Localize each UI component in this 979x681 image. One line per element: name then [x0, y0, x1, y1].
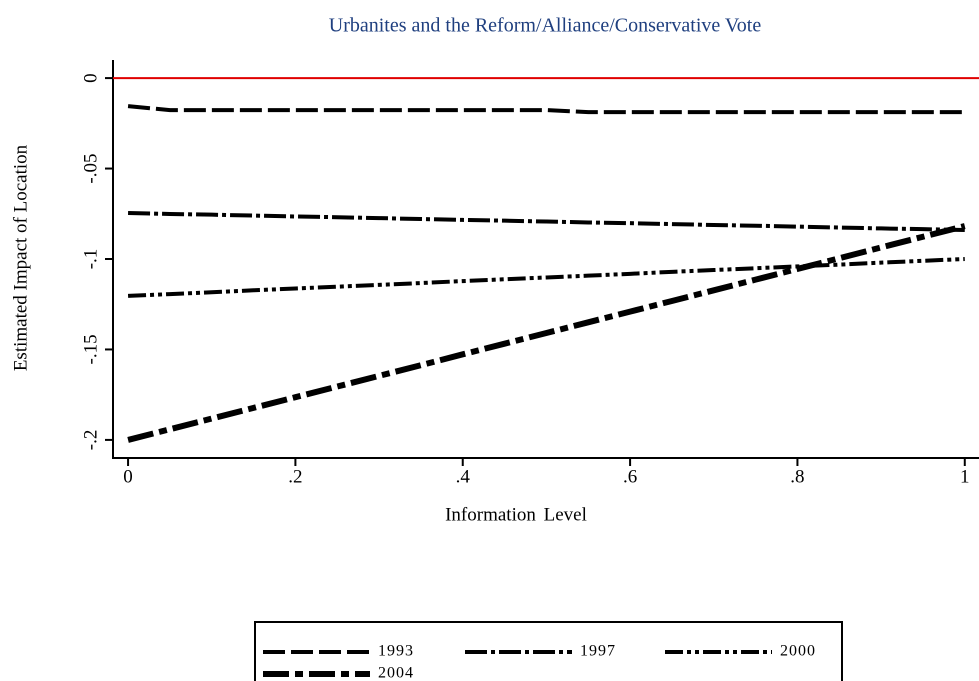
y-axis-label: Estimated Impact of Location — [10, 144, 31, 371]
x-tick-label: 1 — [960, 466, 970, 487]
chart-title: Urbanites and the Reform/Alliance/Conser… — [329, 15, 762, 37]
legend-box — [254, 621, 843, 681]
series-line — [128, 211, 965, 233]
series-line — [127, 223, 966, 443]
y-tick-label: -.1 — [80, 249, 101, 270]
y-tick-label: -.05 — [80, 154, 101, 184]
x-tick-label: 0 — [123, 466, 133, 487]
series-line — [127, 104, 965, 115]
legend-label: 2000 — [780, 643, 816, 660]
x-tick-label: .4 — [456, 466, 471, 487]
x-axis-label: Information Level — [445, 504, 587, 525]
series-line — [127, 257, 965, 298]
legend-label: 1997 — [580, 643, 616, 660]
legend-label: 2004 — [378, 665, 414, 681]
x-tick-label: .6 — [623, 466, 637, 487]
x-tick-label: .2 — [288, 466, 302, 487]
x-tick-label: .8 — [790, 466, 804, 487]
legend-label: 1993 — [378, 643, 414, 660]
y-tick-label: -.2 — [80, 430, 101, 451]
y-tick-label: 0 — [80, 73, 101, 83]
y-tick-label: -.15 — [80, 334, 101, 364]
